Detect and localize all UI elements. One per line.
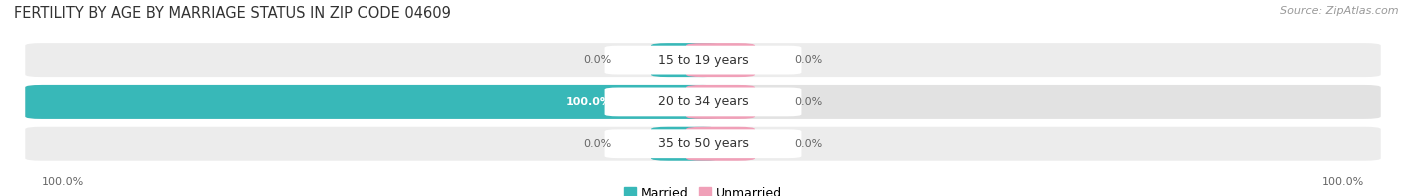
Text: 0.0%: 0.0% <box>583 139 612 149</box>
Text: 100.0%: 100.0% <box>1322 177 1364 187</box>
FancyBboxPatch shape <box>605 88 801 116</box>
FancyBboxPatch shape <box>686 127 755 161</box>
Text: 35 to 50 years: 35 to 50 years <box>658 137 748 150</box>
FancyBboxPatch shape <box>651 127 720 161</box>
FancyBboxPatch shape <box>25 85 720 119</box>
FancyBboxPatch shape <box>25 85 1381 119</box>
FancyBboxPatch shape <box>605 129 801 158</box>
Text: 100.0%: 100.0% <box>565 97 612 107</box>
Text: Source: ZipAtlas.com: Source: ZipAtlas.com <box>1281 6 1399 16</box>
Text: 0.0%: 0.0% <box>794 139 823 149</box>
FancyBboxPatch shape <box>605 46 801 74</box>
Text: 20 to 34 years: 20 to 34 years <box>658 95 748 108</box>
Text: 0.0%: 0.0% <box>794 55 823 65</box>
Text: FERTILITY BY AGE BY MARRIAGE STATUS IN ZIP CODE 04609: FERTILITY BY AGE BY MARRIAGE STATUS IN Z… <box>14 6 451 21</box>
Text: 0.0%: 0.0% <box>794 97 823 107</box>
Text: 100.0%: 100.0% <box>42 177 84 187</box>
Text: 15 to 19 years: 15 to 19 years <box>658 54 748 67</box>
Legend: Married, Unmarried: Married, Unmarried <box>624 187 782 196</box>
Text: 0.0%: 0.0% <box>583 55 612 65</box>
FancyBboxPatch shape <box>25 127 1381 161</box>
FancyBboxPatch shape <box>651 43 720 77</box>
FancyBboxPatch shape <box>686 85 755 119</box>
FancyBboxPatch shape <box>686 43 755 77</box>
FancyBboxPatch shape <box>25 43 1381 77</box>
